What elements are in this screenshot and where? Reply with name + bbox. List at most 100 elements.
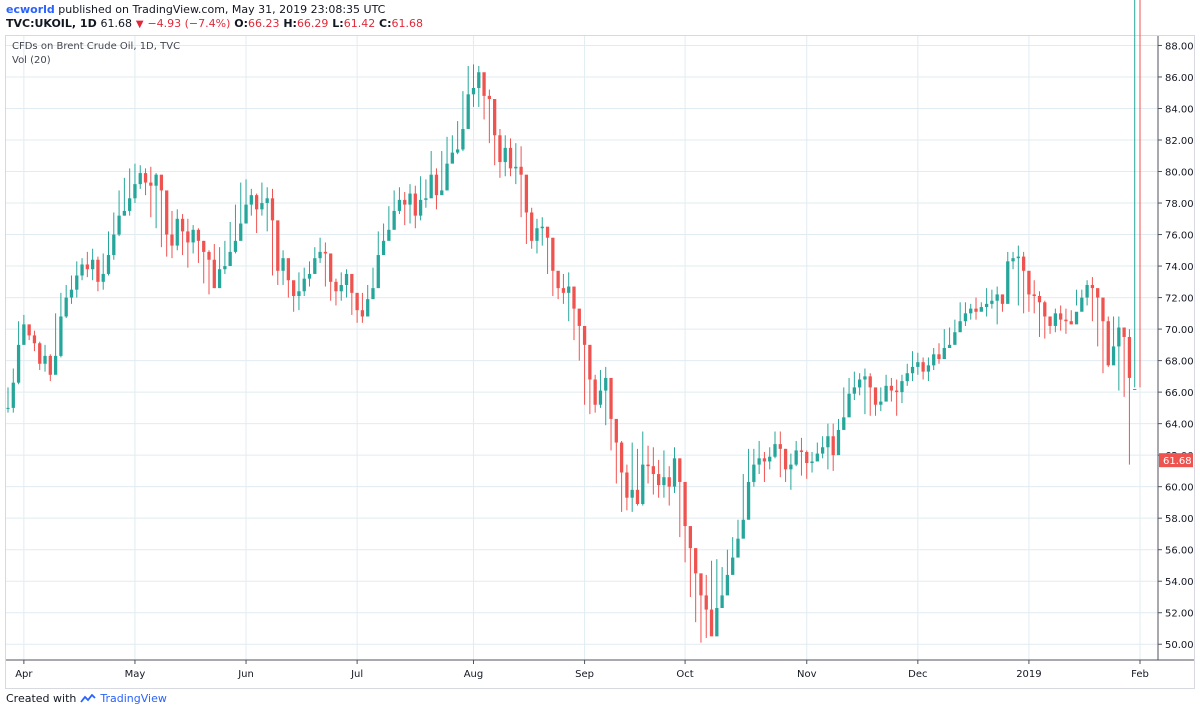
- candle: [508, 138, 513, 177]
- y-tick-label: 86.00: [1165, 73, 1194, 84]
- time-axis: AprMayJunJulAugSepOctNovDec2019FebMarApr…: [6, 659, 1194, 680]
- candle-body: [990, 300, 994, 304]
- candle-body: [879, 401, 883, 405]
- footer: Created with TradingView: [6, 692, 167, 705]
- candle: [270, 188, 275, 276]
- candle: [1016, 245, 1020, 306]
- candle: [1117, 316, 1121, 391]
- candle: [937, 343, 941, 364]
- candle: [450, 135, 454, 164]
- candle: [577, 308, 581, 361]
- candle-body: [297, 291, 301, 296]
- x-tick-label: 2019: [1016, 669, 1041, 680]
- candle-body: [6, 407, 10, 409]
- y-tick-label: 54.00: [1165, 577, 1194, 588]
- candle: [926, 357, 931, 382]
- candle-body: [815, 453, 819, 462]
- y-tick-label: 84.00: [1165, 104, 1194, 115]
- candle: [38, 341, 42, 371]
- candle-body: [551, 237, 555, 271]
- candle-body: [265, 198, 269, 204]
- candle: [1122, 327, 1126, 397]
- candle-body: [514, 166, 518, 169]
- candle: [873, 387, 878, 416]
- candle: [1048, 316, 1052, 334]
- candle: [22, 314, 26, 345]
- candle-body: [746, 481, 751, 520]
- candle: [778, 431, 782, 478]
- candle: [688, 526, 693, 597]
- candle: [863, 368, 867, 415]
- candle-body: [921, 362, 925, 372]
- y-tick-label: 78.00: [1165, 199, 1194, 210]
- candle-body: [133, 184, 137, 199]
- x-tick-label: Dec: [908, 669, 927, 680]
- candle-body: [646, 464, 650, 467]
- candle: [1032, 280, 1036, 314]
- author-link[interactable]: ecworld: [6, 3, 55, 16]
- candle: [535, 218, 539, 254]
- y-tick-label: 76.00: [1165, 231, 1194, 242]
- candle: [593, 374, 597, 413]
- candle: [969, 303, 973, 320]
- candle: [974, 297, 978, 320]
- created-with-label: Created with: [6, 692, 77, 705]
- candle: [953, 319, 957, 345]
- candle: [736, 519, 740, 558]
- candle-body: [27, 324, 31, 336]
- candle: [1080, 289, 1084, 312]
- candle: [868, 373, 872, 416]
- candle: [366, 284, 370, 317]
- y-tick-label: 70.00: [1165, 325, 1194, 336]
- tradingview-logo-icon[interactable]: [80, 693, 97, 704]
- candle: [64, 284, 68, 319]
- candle: [799, 437, 804, 476]
- candle-body: [43, 355, 47, 364]
- candle-body: [122, 210, 127, 216]
- candle-body: [1080, 297, 1084, 312]
- price-axis: 88.00 86.00 84.00 82.00 80.00 78.00 76.00 74.00…: [1157, 36, 1194, 660]
- candle: [165, 190, 169, 257]
- candle-body: [64, 297, 68, 317]
- candle: [360, 292, 365, 323]
- candle: [344, 269, 349, 298]
- candle-body: [836, 429, 841, 456]
- y-tick-label: 68.00: [1165, 357, 1194, 368]
- candle-body: [1053, 313, 1058, 326]
- candle: [567, 272, 571, 322]
- candle: [6, 387, 10, 413]
- candle-body: [424, 198, 428, 200]
- candle: [588, 344, 592, 415]
- candle-body: [360, 310, 365, 317]
- candle: [482, 72, 486, 120]
- candle: [815, 442, 819, 462]
- candle-body: [805, 452, 809, 464]
- candle-body: [413, 193, 417, 216]
- tradingview-brand[interactable]: TradingView: [100, 692, 167, 705]
- last-price-badge-text: 61.68: [1163, 456, 1192, 467]
- candle-body: [344, 273, 349, 285]
- candle-body: [96, 259, 100, 282]
- candle-body: [847, 393, 851, 418]
- candle: [789, 453, 793, 490]
- candle: [493, 99, 497, 166]
- candle: [59, 292, 63, 358]
- y-tick-label: 66.00: [1165, 388, 1194, 399]
- candle-body: [984, 303, 989, 308]
- candle-body: [667, 477, 671, 487]
- candle-body: [260, 203, 264, 210]
- candle: [990, 289, 994, 309]
- candle: [408, 184, 412, 224]
- candle-body: [217, 269, 222, 289]
- candle-body: [85, 264, 89, 270]
- candle: [180, 214, 185, 256]
- candle-body: [519, 166, 523, 175]
- candle-body: [937, 354, 941, 360]
- candle-body: [387, 229, 391, 241]
- candle: [514, 143, 518, 185]
- candle-body: [561, 288, 566, 293]
- x-tick-label: Oct: [676, 669, 693, 680]
- candle-body: [630, 489, 634, 498]
- candle: [186, 218, 190, 268]
